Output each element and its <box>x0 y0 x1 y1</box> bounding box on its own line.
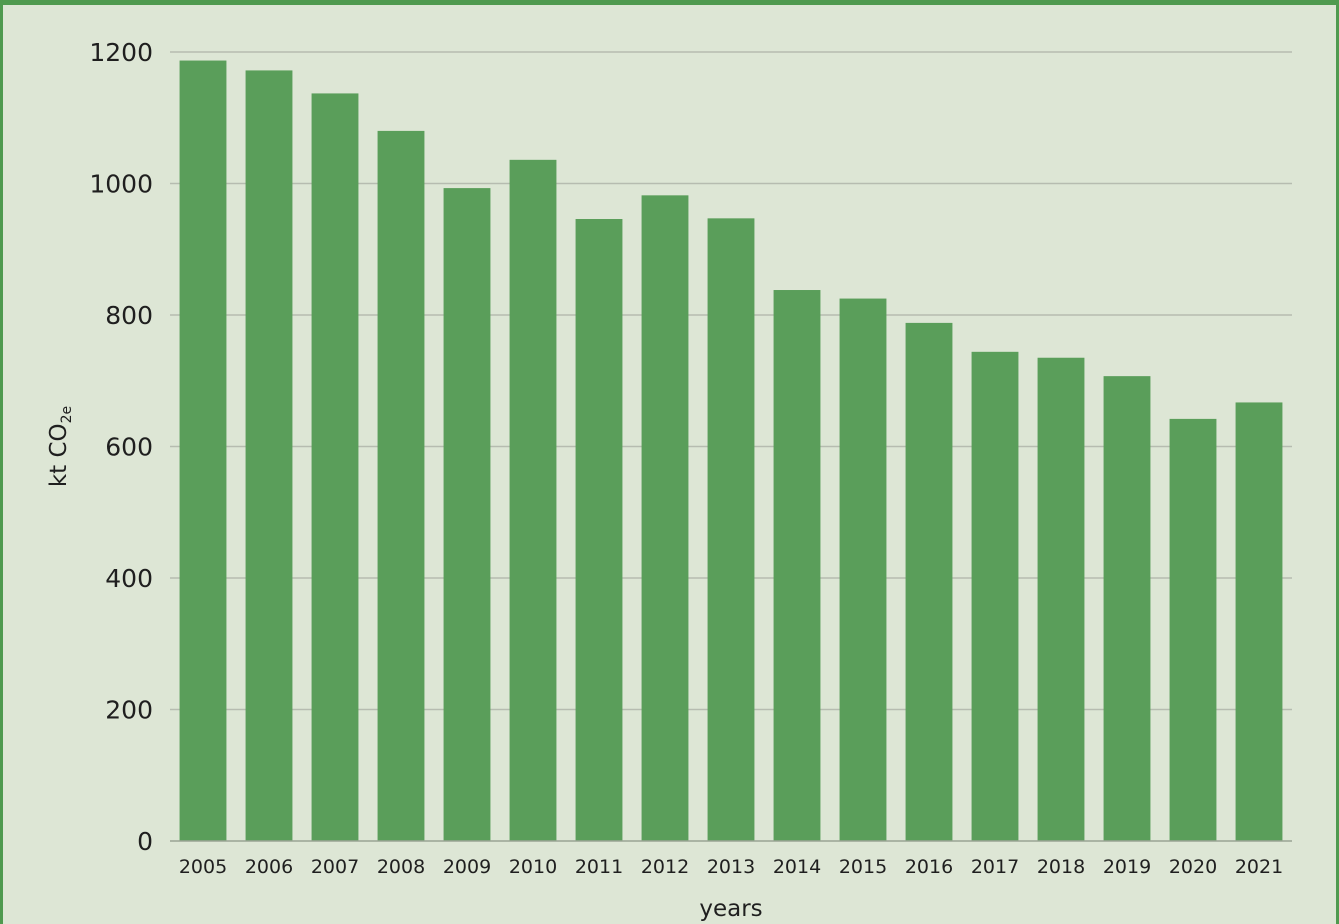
bar-2006 <box>245 70 293 841</box>
y-tick-label: 800 <box>105 301 153 330</box>
x-tick-label: 2013 <box>707 856 755 878</box>
x-tick-label: 2020 <box>1169 856 1217 878</box>
x-tick-label: 2015 <box>839 856 887 878</box>
x-tick-label: 2011 <box>575 856 623 878</box>
x-axis-title: years <box>699 896 762 922</box>
bar-2007 <box>311 93 359 842</box>
y-axis-title-main: kt CO <box>46 423 72 487</box>
bar-2012 <box>641 195 689 841</box>
x-tick-label: 2019 <box>1103 856 1151 878</box>
x-tick-label: 2006 <box>245 856 293 878</box>
x-tick-label: 2021 <box>1235 856 1283 878</box>
bar-2005 <box>179 60 227 842</box>
y-tick-labels: 0 200 400 600 800 1000 1200 <box>89 38 153 856</box>
x-tick-label: 2005 <box>179 856 227 878</box>
x-tick-label: 2014 <box>773 856 821 878</box>
x-tick-label: 2007 <box>311 856 359 878</box>
y-tick-label: 200 <box>105 696 153 725</box>
x-tick-label: 2009 <box>443 856 491 878</box>
y-tick-label: 600 <box>105 433 153 462</box>
y-tick-label: 400 <box>105 564 153 593</box>
bar-2013 <box>707 218 755 841</box>
y-axis-title: kt CO2e <box>46 406 75 487</box>
bar-2011 <box>575 219 623 841</box>
bars <box>179 60 1283 842</box>
y-axis-title-subscript: 2e <box>59 406 75 424</box>
y-tick-label: 0 <box>137 827 153 856</box>
bar-2021 <box>1235 402 1283 841</box>
bar-2017 <box>971 351 1019 841</box>
y-tick-label: 1000 <box>89 170 153 199</box>
bar-2010 <box>509 159 557 841</box>
x-tick-label: 2012 <box>641 856 689 878</box>
bar-2015 <box>839 298 887 841</box>
bar-2019 <box>1103 376 1151 841</box>
x-tick-label: 2017 <box>971 856 1019 878</box>
bar-2009 <box>443 188 491 842</box>
bar-2020 <box>1169 418 1217 841</box>
y-tick-label: 1200 <box>89 38 153 67</box>
x-tick-labels: 2005 2006 2007 2008 2009 2010 2011 2012 2013 2014… <box>179 856 1283 878</box>
x-tick-label: 2018 <box>1037 856 1085 878</box>
x-tick-label: 2008 <box>377 856 425 878</box>
bar-2014 <box>773 290 821 841</box>
x-tick-label: 2010 <box>509 856 557 878</box>
bar-2016 <box>905 322 953 841</box>
x-tick-label: 2016 <box>905 856 953 878</box>
bar-2018 <box>1037 357 1085 841</box>
bar-2008 <box>377 130 425 841</box>
